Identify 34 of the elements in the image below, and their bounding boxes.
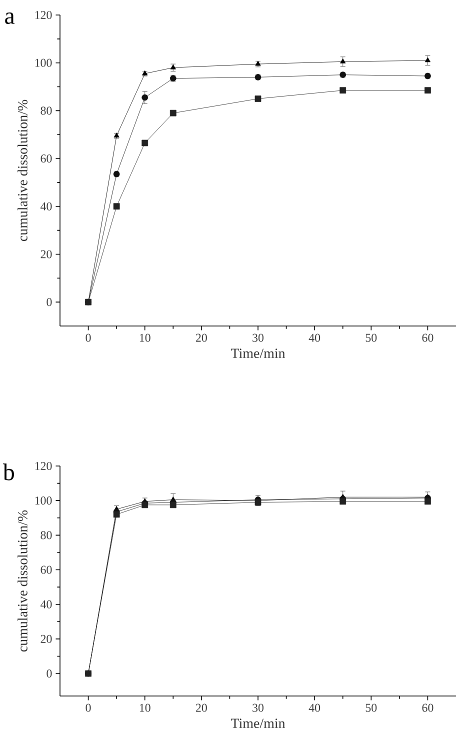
x-tick-label: 30	[252, 704, 264, 712]
x-tick-label: 20	[196, 704, 207, 712]
y-tick-label: 40	[40, 600, 52, 608]
y-tick-label: 0	[46, 669, 52, 678]
y-tick-label: 20	[40, 634, 52, 643]
x-tick-label: 50	[366, 704, 377, 712]
x-tick-label: 40	[308, 704, 320, 712]
y-axis-title: cumulative dissolution/%	[18, 510, 28, 652]
y-tick-label: 0	[46, 298, 52, 306]
chart-title: a	[5, 12, 15, 24]
y-tick-label: 60	[40, 154, 52, 163]
x-tick-label: 0	[86, 704, 91, 712]
x-tick-label: 30	[252, 334, 264, 342]
y-tick-label: 120	[35, 10, 52, 20]
y-tick-label: 120	[35, 462, 52, 470]
x-tick-label: 20	[196, 334, 207, 342]
x-tick-label: 60	[422, 704, 434, 712]
y-tick-label: 80	[40, 106, 52, 115]
x-tick-label: 60	[422, 334, 434, 342]
x-axis-title: Time/min	[230, 348, 286, 358]
x-tick-label: 40	[308, 334, 320, 342]
chart-title: b	[2, 464, 14, 480]
x-axis-title: Time/min	[230, 718, 286, 728]
x-tick-label: 10	[140, 704, 150, 712]
y-tick-label: 40	[40, 202, 52, 210]
y-tick-label: 20	[40, 250, 52, 258]
x-tick-label: 0	[86, 334, 91, 342]
y-tick-label: 60	[40, 566, 52, 574]
x-tick-label: 50	[366, 334, 377, 342]
y-tick-label: 100	[35, 58, 52, 67]
y-tick-label: 100	[35, 496, 52, 505]
x-tick-label: 10	[140, 334, 150, 342]
y-tick-label: 80	[40, 531, 52, 540]
y-axis-title: cumulative dissolution/%	[18, 100, 28, 242]
